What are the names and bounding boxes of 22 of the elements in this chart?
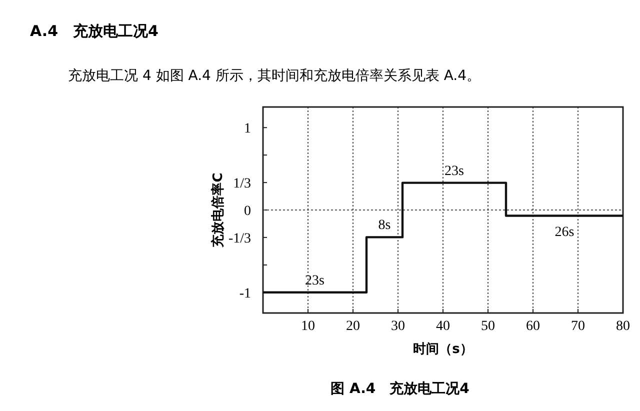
y-axis-title: 充放电倍率C (210, 172, 226, 248)
x-tick-label: 80 (616, 319, 630, 334)
text: 图 A.4 充放电工况4 (330, 380, 470, 397)
x-tick-label: 40 (436, 319, 450, 334)
x-axis-title: 时间（s） (413, 342, 473, 357)
annotation: 23s (305, 273, 324, 288)
x-tick-label: 70 (571, 319, 585, 334)
y-tick-label: -1 (239, 286, 251, 302)
x-tick-label: 50 (481, 319, 495, 334)
x-tick-label: 10 (301, 319, 315, 334)
y-tick-label: 0 (244, 204, 251, 219)
y-tick-label: -1/3 (228, 231, 251, 246)
annotation: 8s (378, 218, 391, 234)
y-tick-label: 1/3 (233, 176, 251, 192)
annotation: 23s (444, 164, 464, 179)
x-tick-label: 30 (391, 319, 405, 334)
y-tick-label: 1 (244, 122, 251, 137)
chart-subtitle: 充放电工况 4 如图 A.4 所示，其时间和充放电倍率关系见表 A.4。 (68, 68, 481, 84)
x-tick-label: 20 (346, 319, 360, 334)
annotation: 26s (554, 224, 574, 240)
x-tick-label: 60 (526, 319, 540, 334)
text: A.4 充放电工况4 (30, 22, 158, 40)
